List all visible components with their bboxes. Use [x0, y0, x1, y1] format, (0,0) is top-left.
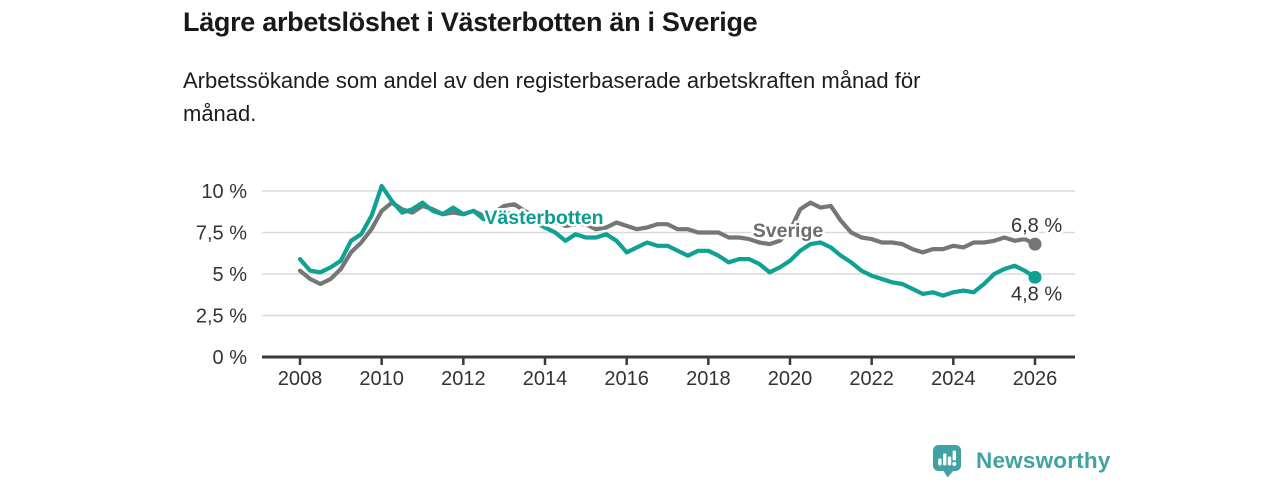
logo-bubble-tail — [943, 470, 954, 478]
y-axis-tick-label: 7,5 % — [196, 223, 247, 245]
y-axis-tick-label: 0 % — [213, 347, 248, 369]
x-axis-tick-label: 2018 — [686, 368, 731, 390]
end-dot-västerbotten — [1028, 270, 1042, 284]
logo-bar-2 — [943, 453, 947, 466]
series-label-sverige: Sverige — [753, 220, 824, 242]
end-value-label-sverige: 6,8 % — [1011, 215, 1062, 237]
x-axis-tick-label: 2010 — [359, 368, 404, 390]
x-axis-tick-label: 2014 — [523, 368, 568, 390]
x-axis-tick-label: 2020 — [768, 368, 813, 390]
x-axis-tick-label: 2016 — [604, 368, 649, 390]
x-axis-tick-label: 2008 — [278, 368, 323, 390]
line-västerbotten — [297, 183, 1038, 298]
brand-name: Newsworthy — [976, 448, 1111, 473]
end-dot-sverige — [1028, 237, 1042, 251]
logo-exclamation-dot — [952, 462, 957, 466]
chart-subtitle: Arbetssökande som andel av den registerb… — [183, 68, 921, 126]
x-axis-tick-label: 2024 — [931, 368, 976, 390]
y-axis-tick-label: 10 % — [201, 181, 247, 203]
line-sverige — [297, 200, 1038, 287]
x-axis-tick-label: 2022 — [849, 368, 894, 390]
series-label-västerbotten: Västerbotten — [484, 207, 603, 229]
newsworthy-brand-link[interactable]: Newsworthy — [932, 444, 1111, 478]
logo-bar-1 — [938, 458, 942, 466]
logo-bar-3 — [947, 456, 952, 466]
newsworthy-logo-icon — [933, 445, 961, 478]
y-axis-tick-label: 2,5 % — [196, 306, 247, 328]
logo-bubble — [933, 445, 961, 471]
end-value-label-västerbotten: 4,8 % — [1011, 283, 1062, 305]
logo-exclamation-bar — [952, 450, 956, 461]
page-title: Lägre arbetslöshet i Västerbotten än i S… — [183, 7, 758, 37]
y-axis-tick-label: 5 % — [213, 264, 248, 286]
x-axis-tick-label: 2012 — [441, 368, 486, 390]
x-axis-tick-label: 2026 — [1013, 368, 1058, 390]
